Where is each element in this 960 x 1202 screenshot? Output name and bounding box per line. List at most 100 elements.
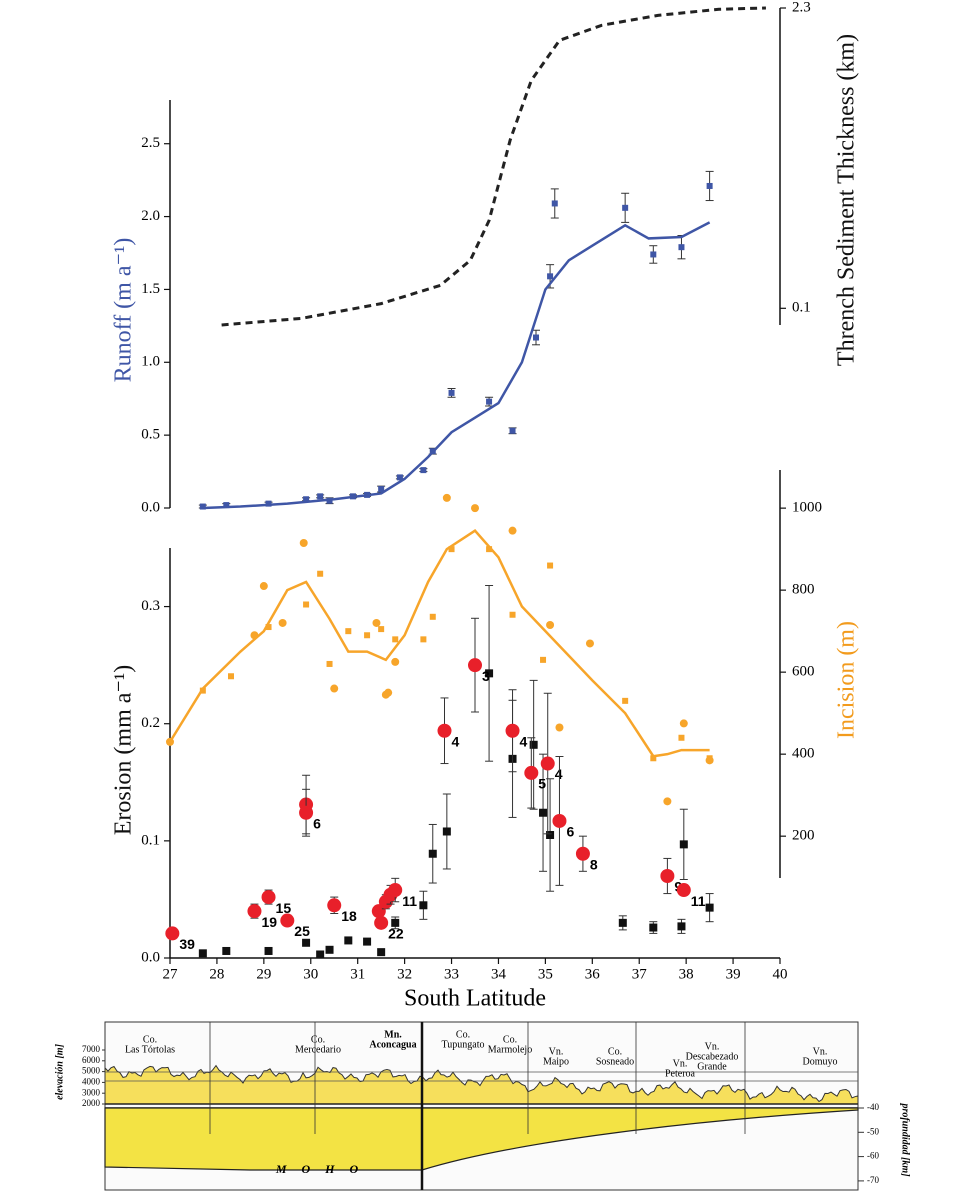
elevation-tick-label: 7000	[82, 1044, 101, 1054]
y2-tick-label: 200	[792, 828, 815, 844]
point	[222, 946, 231, 955]
point	[529, 740, 538, 749]
x-tick-label: 37	[632, 966, 648, 982]
point	[378, 486, 385, 493]
crust	[104, 1107, 859, 1171]
point-label: 4	[555, 766, 563, 782]
y-tick-label: 0.2	[141, 715, 160, 731]
point-label: 22	[388, 926, 404, 942]
y2-tick-label: 2.3	[792, 0, 811, 15]
point-label: 6	[566, 824, 574, 840]
point	[303, 601, 310, 608]
point	[428, 849, 437, 858]
point	[223, 502, 230, 509]
point	[650, 755, 657, 762]
point-label: 4	[452, 733, 460, 749]
point	[392, 636, 399, 643]
x-tick-label: 33	[444, 966, 459, 982]
point	[442, 493, 451, 502]
peak-label: Marmolejo	[488, 1044, 532, 1055]
x-tick-label: 28	[209, 966, 224, 982]
point	[650, 251, 657, 258]
x-tick-label: 40	[773, 966, 788, 982]
point	[377, 948, 386, 957]
point	[388, 883, 403, 898]
point	[622, 697, 629, 704]
depth-tick-label: -60	[867, 1151, 879, 1161]
point-label: 15	[276, 900, 292, 916]
peak-label: Peteroa	[665, 1068, 696, 1079]
point	[505, 723, 520, 738]
point	[706, 182, 713, 189]
x-tick-label: 31	[350, 966, 365, 982]
point-label: 39	[179, 936, 195, 952]
point	[660, 869, 675, 883]
point	[663, 797, 672, 806]
moho-label: M O H O	[275, 1162, 364, 1176]
peak-label: Vn.	[705, 1041, 720, 1052]
series-line	[221, 6, 766, 327]
x-tick-label: 32	[397, 966, 412, 982]
y-axis-title: Erosion (mm a⁻¹)	[111, 665, 137, 836]
point	[547, 562, 554, 569]
point	[555, 723, 564, 732]
point	[299, 538, 308, 547]
y-tick-label: 2.5	[141, 135, 160, 151]
elevation-tick-label: 3000	[82, 1087, 101, 1097]
x-tick-label: 38	[679, 966, 694, 982]
peak-label: Mn.	[384, 1029, 402, 1040]
point	[303, 496, 310, 503]
x-axis-title: South Latitude	[404, 986, 546, 1012]
depth-tick-label: -70	[867, 1175, 879, 1185]
point	[374, 915, 389, 930]
point	[280, 913, 295, 928]
point	[509, 427, 516, 434]
point	[259, 582, 268, 591]
depth-tick-label: -50	[867, 1126, 879, 1136]
point	[429, 613, 436, 620]
point	[364, 632, 371, 639]
point	[317, 493, 324, 500]
point	[622, 204, 629, 211]
point	[437, 723, 452, 738]
y-tick-label: 1.5	[141, 281, 160, 297]
point	[264, 946, 273, 955]
peak-label: Co.	[456, 1029, 470, 1040]
point	[344, 936, 353, 945]
point-label: 11	[691, 893, 706, 909]
point-label: 18	[341, 908, 357, 924]
peak-label: Vn.	[673, 1058, 688, 1069]
peak-label: Sosneado	[596, 1056, 634, 1067]
point-label: 3	[482, 668, 490, 684]
elevation-tick-label: 2000	[82, 1098, 101, 1108]
point-label: 19	[261, 914, 277, 930]
y-tick-label: 2.0	[141, 208, 160, 224]
elevation-tick-label: 6000	[82, 1055, 101, 1065]
peak-label: Mercedario	[295, 1044, 341, 1055]
point-label: 4	[520, 733, 528, 749]
point	[678, 244, 685, 251]
point	[546, 620, 555, 629]
point	[396, 474, 403, 481]
x-tick-label: 35	[538, 966, 553, 982]
point	[247, 904, 262, 919]
point	[508, 526, 517, 535]
point	[546, 831, 555, 839]
point	[302, 938, 311, 947]
y-tick-label: 0.0	[141, 949, 160, 965]
point	[677, 922, 686, 931]
point	[330, 684, 339, 693]
point	[585, 639, 594, 648]
point	[618, 918, 627, 927]
elevation-label: elevación [m]	[54, 1043, 65, 1099]
point	[539, 808, 548, 817]
point	[486, 546, 493, 553]
point	[540, 756, 555, 771]
point-label: 8	[590, 856, 598, 872]
point	[678, 734, 685, 741]
point	[524, 765, 539, 780]
peak-label: Co.	[503, 1034, 517, 1045]
x-tick-label: 34	[491, 966, 507, 982]
y-tick-label: 0.1	[141, 832, 160, 848]
